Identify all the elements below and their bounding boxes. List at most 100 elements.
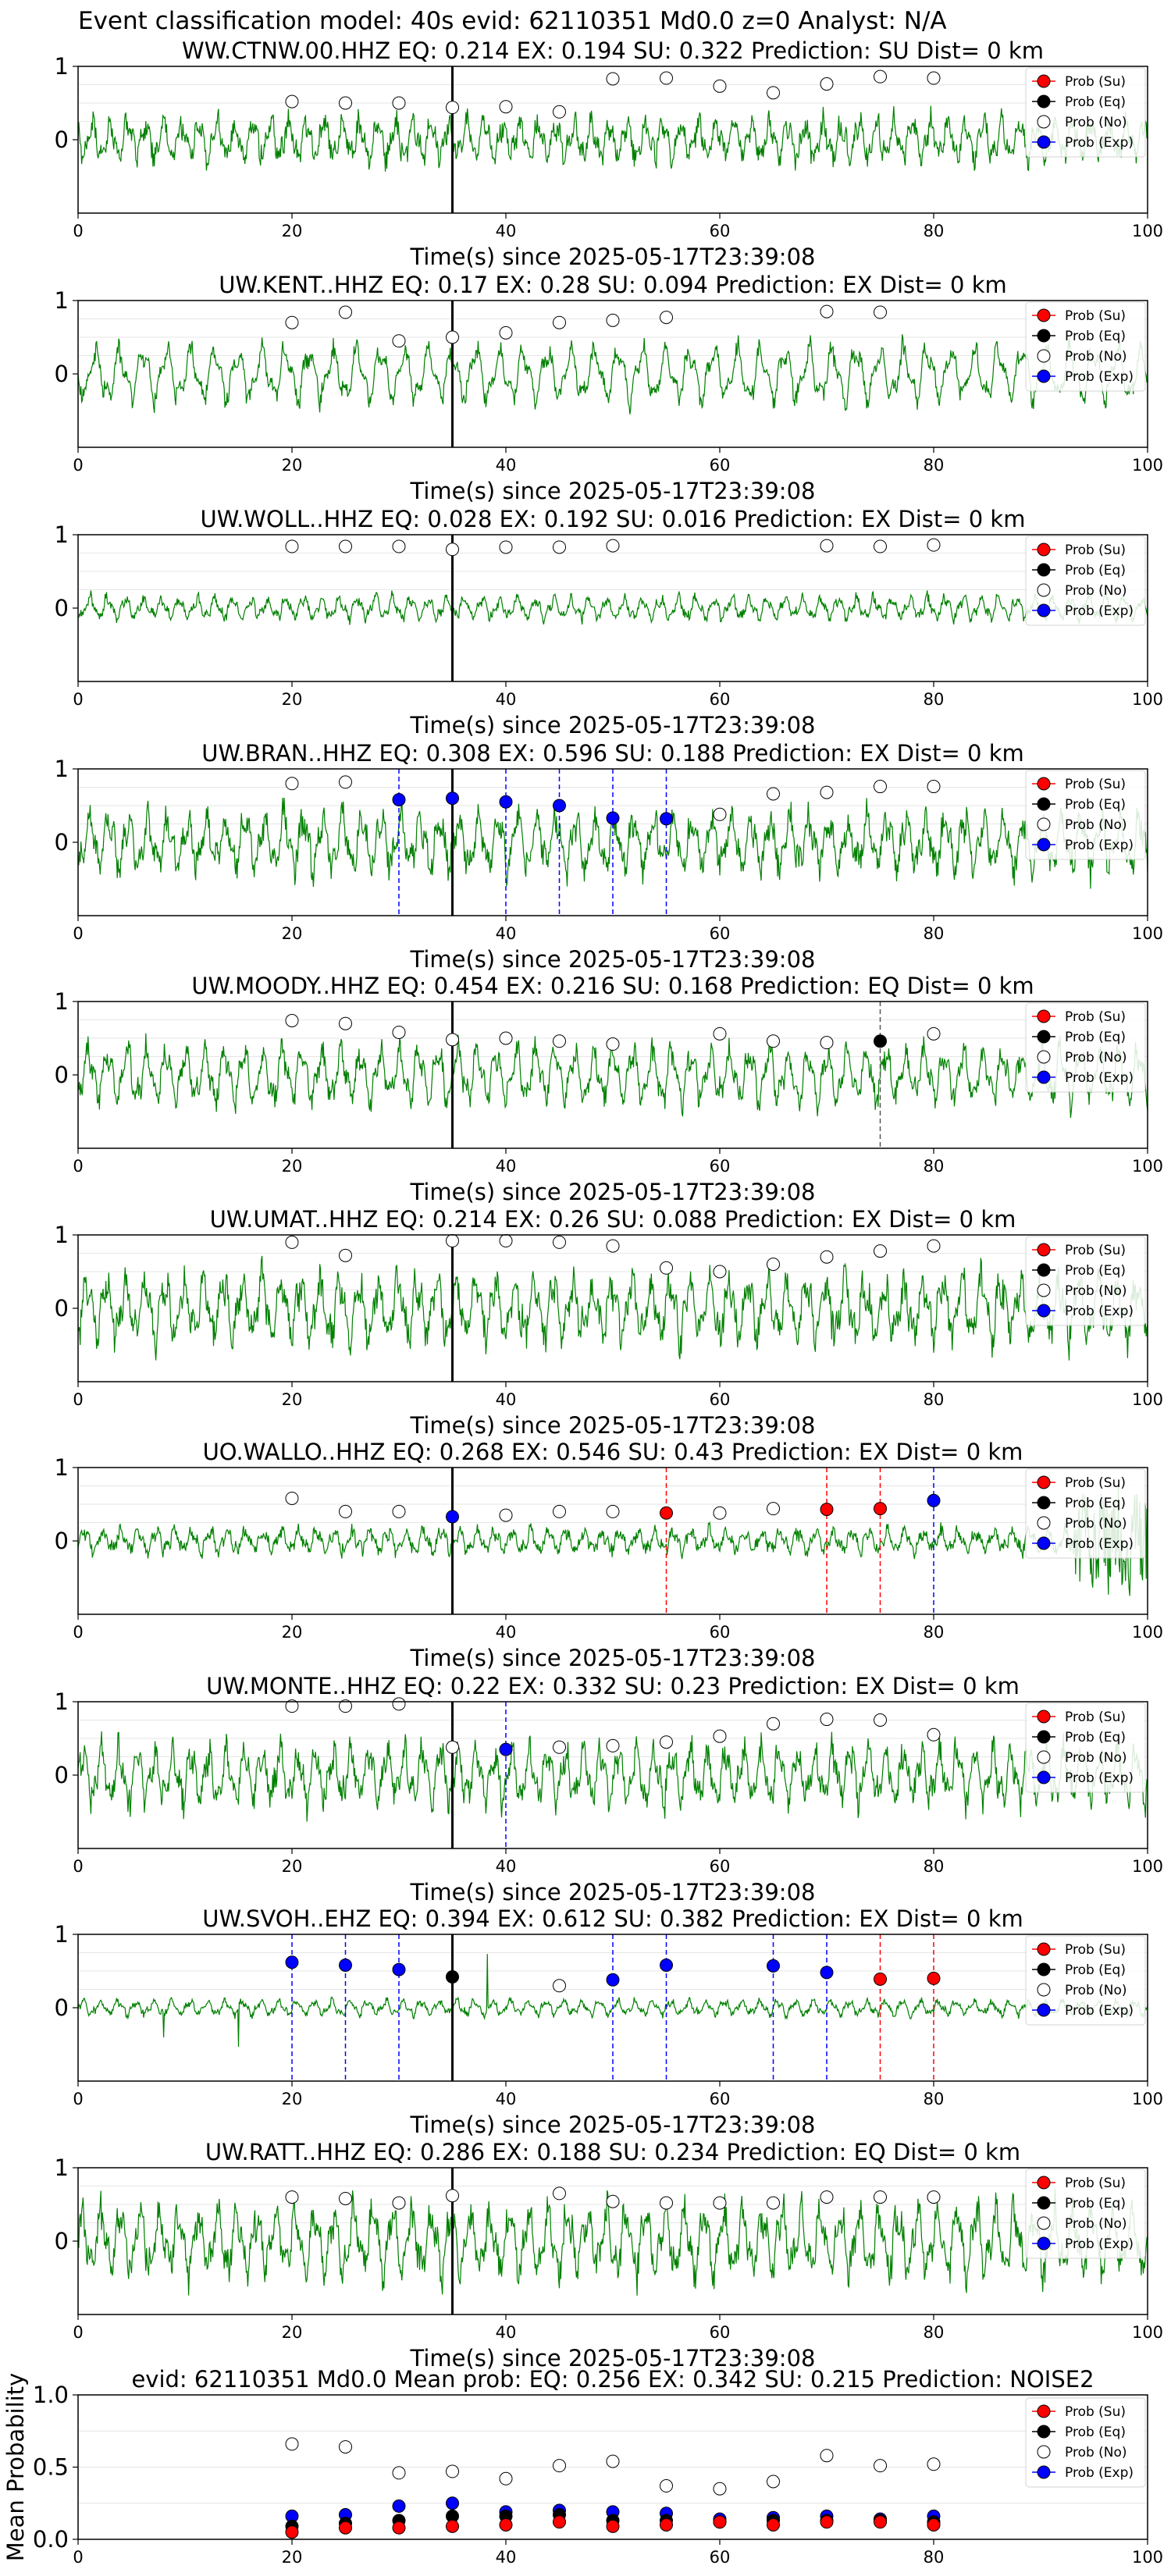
su-prob-marker — [927, 1971, 941, 1985]
noise-prob-marker — [285, 777, 299, 791]
x-tick-label: 40 — [496, 1857, 517, 1876]
legend-label: Prob (No) — [1065, 1750, 1127, 1766]
noise-prob-marker — [927, 71, 941, 85]
y-tick-label: 0 — [55, 1528, 69, 1554]
noise-prob-marker — [285, 315, 299, 329]
legend-label: Prob (Su) — [1065, 74, 1126, 90]
legend-label: Prob (Exp) — [1065, 2465, 1134, 2481]
su-mean-marker — [392, 2521, 406, 2535]
noise-prob-marker — [553, 1504, 566, 1518]
exp-prob-marker — [660, 1958, 673, 1972]
legend-label: Prob (Su) — [1065, 2176, 1126, 2191]
noise-prob-marker — [713, 79, 727, 93]
noise-prob-marker — [874, 1244, 887, 1258]
x-axis-label: Time(s) since 2025-05-17T23:39:08 — [410, 1412, 816, 1439]
noise-prob-marker — [820, 1250, 834, 1264]
noise-prob-marker — [660, 71, 673, 85]
noise-prob-marker — [339, 1699, 352, 1713]
noise-prob-marker — [713, 1265, 727, 1279]
noise-prob-marker — [553, 1740, 566, 1754]
noise-prob-marker — [820, 77, 834, 91]
noise-prob-marker — [660, 1735, 673, 1749]
noise-mean-marker — [927, 2457, 941, 2471]
legend-label: Prob (Eq) — [1065, 94, 1126, 110]
y-tick-label: 1 — [55, 756, 69, 782]
legend-label: Prob (Eq) — [1065, 1730, 1126, 1745]
legend-marker — [1037, 1009, 1051, 1023]
x-tick-label: 60 — [710, 1157, 731, 1176]
legend-box — [1025, 1236, 1146, 1326]
x-tick-label: 20 — [282, 456, 303, 475]
noise-mean-marker — [499, 2471, 513, 2485]
su-mean-marker — [767, 2518, 780, 2532]
station-panel: Prob (Su)Prob (Eq)Prob (No)Prob (Exp)010… — [55, 740, 1164, 973]
x-tick-label: 80 — [924, 456, 945, 475]
noise-prob-marker — [392, 539, 406, 553]
x-tick-label: 100 — [1132, 1157, 1163, 1176]
legend-label: Prob (Eq) — [1065, 2425, 1126, 2440]
noise-prob-marker — [713, 1026, 727, 1041]
legend-label: Prob (Eq) — [1065, 329, 1126, 344]
station-title: UW.SVOH..EHZ EQ: 0.394 EX: 0.612 SU: 0.3… — [202, 1905, 1023, 1932]
x-tick-label: 100 — [1132, 456, 1163, 475]
y-tick-label: 1 — [55, 1921, 69, 1948]
legend-label: Prob (No) — [1065, 2216, 1127, 2232]
mean-prob-panel: Prob (Su) Prob (Eq) Prob (No) Prob (Exp) 0.0… — [2, 2366, 1163, 2567]
x-tick-label: 40 — [496, 690, 517, 709]
legend-marker — [1037, 1263, 1051, 1277]
noise-mean-marker — [660, 2479, 673, 2493]
legend-marker — [1037, 2425, 1051, 2439]
noise-prob-marker — [874, 1713, 887, 1727]
legend-marker — [1037, 2236, 1051, 2250]
noise-mean-marker — [285, 2437, 299, 2451]
noise-prob-marker — [339, 1016, 352, 1030]
noise-prob-marker — [606, 1037, 620, 1051]
mean-panel-title: evid: 62110351 Md0.0 Mean prob: EQ: 0.25… — [131, 2366, 1094, 2393]
y-tick-label: 1 — [55, 521, 69, 548]
legend-marker — [1037, 817, 1051, 831]
legend-marker — [1037, 563, 1051, 577]
x-tick-label: 20 — [282, 924, 303, 943]
noise-prob-marker — [767, 787, 780, 801]
legend-label: Prob (No) — [1065, 817, 1127, 833]
waveform-line — [77, 1731, 1148, 1822]
x-tick-label: 80 — [924, 222, 945, 240]
noise-prob-marker — [874, 69, 887, 84]
exp-prob-marker — [660, 812, 673, 826]
y-tick-label: 1 — [55, 1222, 69, 1248]
legend-marker — [1037, 2404, 1051, 2418]
station-title: UW.BRAN..HHZ EQ: 0.308 EX: 0.596 SU: 0.1… — [201, 740, 1024, 767]
station-title: UW.WOLL..HHZ EQ: 0.028 EX: 0.192 SU: 0.0… — [201, 506, 1026, 532]
legend-label: Prob (Su) — [1065, 1710, 1126, 1725]
x-tick-label: 20 — [282, 1157, 303, 1176]
station-panel: Prob (Su)Prob (Eq)Prob (No)Prob (Exp)010… — [55, 1905, 1164, 2138]
plot-frame — [77, 2167, 1148, 2315]
y-tick-label: 0 — [55, 1062, 69, 1088]
su-prob-marker — [820, 1503, 834, 1517]
noise-prob-marker — [820, 304, 834, 318]
figure-title: Event classification model: 40s evid: 62… — [78, 7, 947, 35]
noise-prob-marker — [820, 2190, 834, 2204]
x-tick-label: 80 — [924, 924, 945, 943]
noise-prob-marker — [606, 2194, 620, 2208]
noise-prob-marker — [499, 1508, 513, 1522]
exp-prob-marker — [392, 792, 406, 806]
legend-label: Prob (No) — [1065, 1516, 1127, 1532]
station-title: WW.CTNW.00.HHZ EQ: 0.214 EX: 0.194 SU: 0… — [182, 37, 1044, 64]
legend-label: Prob (Su) — [1065, 308, 1126, 324]
y-axis-label: Mean Probability — [2, 2373, 29, 2562]
legend-marker — [1037, 2216, 1051, 2230]
x-tick-label: 80 — [924, 2323, 945, 2342]
x-tick-label: 100 — [1132, 222, 1163, 240]
exp-prob-marker — [606, 811, 620, 825]
legend-label: Prob (No) — [1065, 1283, 1127, 1299]
legend-marker — [1037, 777, 1051, 791]
noise-prob-marker — [606, 313, 620, 327]
x-tick-label: 80 — [924, 1623, 945, 1642]
legend-box — [1025, 1935, 1146, 2026]
y-tick-label: 1 — [55, 2154, 69, 2181]
y-tick-label: 0 — [55, 829, 69, 856]
noise-prob-marker — [713, 1506, 727, 1520]
legend-label: Prob (Exp) — [1065, 2236, 1134, 2252]
noise-prob-marker — [606, 1504, 620, 1518]
